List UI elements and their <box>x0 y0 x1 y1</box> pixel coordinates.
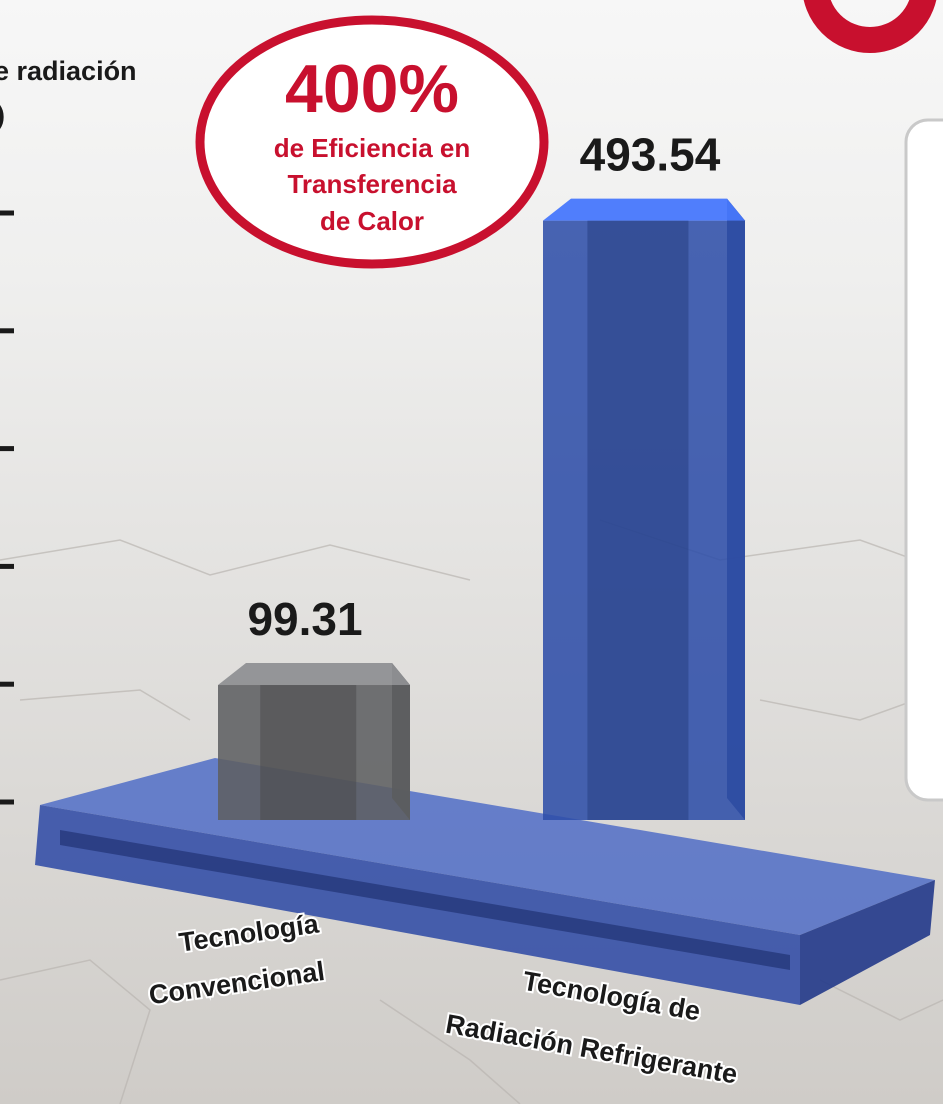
badge <box>195 15 549 269</box>
logo-fragment <box>803 0 937 53</box>
badge-text: de Eficiencia en <box>274 133 471 163</box>
platform-inner <box>60 830 790 970</box>
badge-text: de Calor <box>320 206 424 236</box>
side-panel <box>904 118 943 802</box>
data-label: 493.54 <box>580 129 721 181</box>
bar-shine <box>587 220 689 821</box>
badge-headline: 400% <box>285 51 459 127</box>
bar-top <box>543 198 745 221</box>
y-axis-title: ) <box>0 100 5 130</box>
badge-text: Transferencia <box>287 169 457 199</box>
platform-side <box>800 880 935 1005</box>
data-label: 99.31 <box>247 593 362 645</box>
y-axis-title: e radiación <box>0 56 137 86</box>
bar-top <box>218 663 410 686</box>
bar-shine <box>260 685 357 820</box>
